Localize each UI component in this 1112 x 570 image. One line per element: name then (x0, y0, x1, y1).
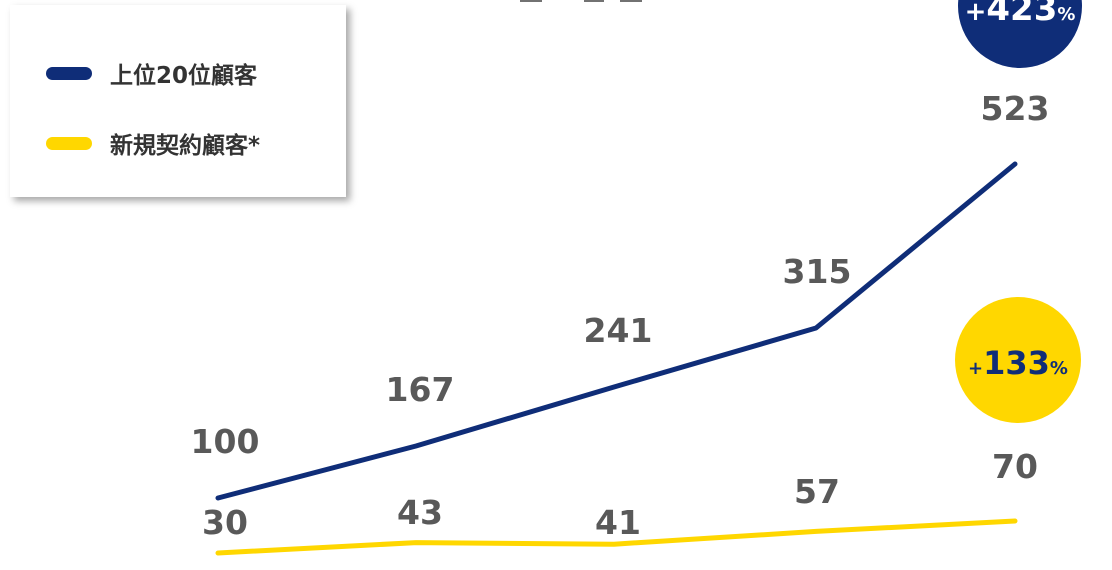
series-line-top20 (215, 161, 1018, 501)
growth-badge-new-contracts: +133% (955, 297, 1081, 423)
badge-prefix: + (968, 358, 983, 379)
legend: 上位20位顧客 新規契約顧客* (10, 5, 346, 197)
legend-swatch-yellow (46, 136, 92, 150)
legend-item-top20: 上位20位顧客 (46, 53, 257, 93)
badge-prefix: + (965, 0, 987, 27)
badge-text: +133% (968, 344, 1068, 382)
legend-swatch-navy (46, 66, 92, 80)
data-label-top20-1: 167 (386, 370, 455, 409)
data-labels: 100 167 241 315 523 30 43 41 57 70 (191, 89, 1050, 542)
data-label-top20-2: 241 (584, 311, 653, 350)
growth-badge-top20: +423% (958, 0, 1082, 68)
badge-circle (958, 0, 1082, 68)
data-label-top20-3: 315 (783, 252, 852, 291)
data-label-new-contracts-1: 43 (397, 493, 443, 532)
legend-label-new-contracts: 新規契約顧客* (110, 133, 261, 159)
legend-label-top20: 上位20位顧客 (110, 63, 258, 89)
badge-circle (955, 297, 1081, 423)
badge-text: +423% (965, 0, 1076, 29)
badge-value: 133 (983, 344, 1050, 382)
data-label-new-contracts-2: 41 (595, 503, 641, 542)
data-label-top20-4: 523 (981, 89, 1050, 128)
data-label-top20-0: 100 (191, 422, 260, 461)
series-line-new-contracts (215, 518, 1018, 556)
badge-suffix: % (1057, 4, 1075, 25)
data-label-new-contracts-3: 57 (794, 472, 840, 511)
clipped-title-fragment (520, 0, 642, 2)
badge-value: 423 (986, 0, 1057, 29)
data-label-new-contracts-4: 70 (992, 447, 1038, 486)
data-label-new-contracts-0: 30 (202, 503, 248, 542)
legend-item-new-contracts: 新規契約顧客* (46, 123, 260, 163)
badge-suffix: % (1050, 358, 1068, 379)
